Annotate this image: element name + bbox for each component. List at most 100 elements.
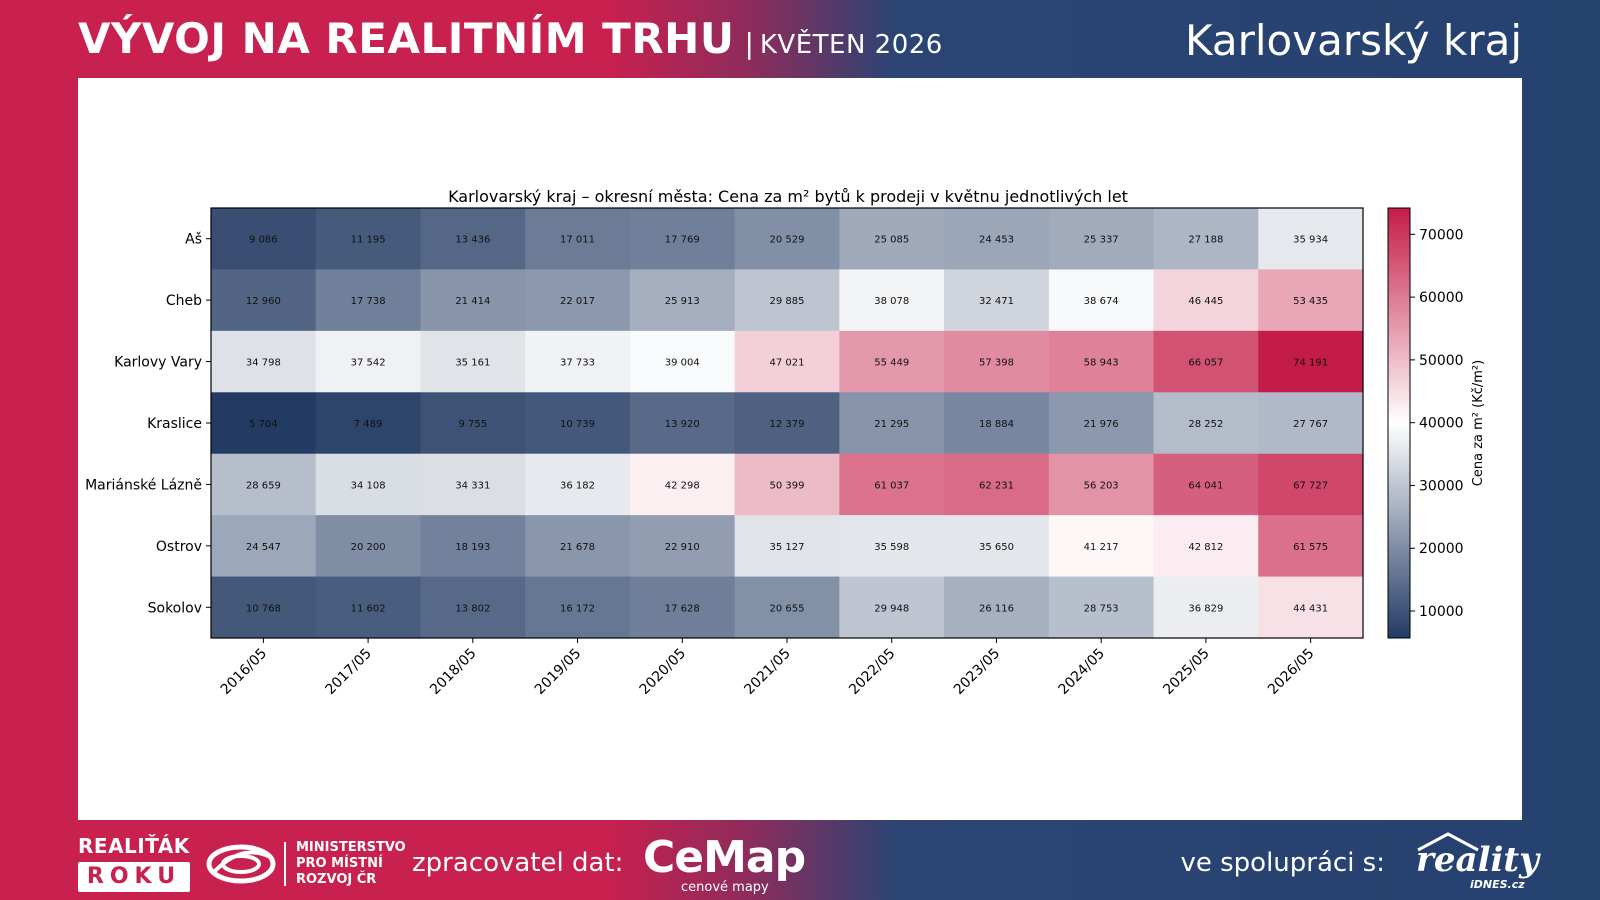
- cell-value-label: 53 435: [1293, 296, 1328, 307]
- heatmap-cell: [629, 392, 736, 455]
- heatmap-cell: [525, 515, 631, 578]
- colorbar: 10000 20000 30000 40000 50000 60000 70000: [1387, 207, 1464, 639]
- x-tick-label: 2023/05: [951, 646, 1003, 698]
- heatmap-cell: [211, 453, 317, 516]
- y-tick-label: Aš: [185, 232, 202, 248]
- cemap-logo-text: CeMap: [643, 832, 806, 883]
- cell-value-label: 18 193: [455, 542, 490, 553]
- chart-title: Karlovarský kraj – okresní města: Cena z…: [448, 187, 1128, 206]
- header-region: Karlovarský kraj: [1185, 16, 1522, 65]
- heatmap-cell: [211, 330, 317, 393]
- processor-label: zpracovatel dat:: [412, 848, 624, 878]
- cell-value-label: 37 733: [560, 358, 595, 369]
- header-separator: |: [744, 27, 754, 60]
- heatmap-cell: [944, 330, 1050, 393]
- heatmap-cell: [734, 576, 840, 639]
- x-axis: 2016/05 2017/05 2018/05 2019/05 2020/05 2021/…: [218, 638, 1317, 698]
- heatmap-cell: [1153, 392, 1259, 455]
- heatmap-cell: [420, 453, 526, 516]
- reality-roof-icon: [1417, 832, 1479, 852]
- heatmap-cell: [315, 515, 421, 578]
- heatmap-cell: [839, 208, 945, 270]
- heatmap-cell: [1153, 515, 1259, 578]
- cell-value-label: 25 913: [665, 296, 700, 307]
- cell-value-label: 29 948: [874, 603, 909, 614]
- cell-value-label: 9 086: [249, 235, 278, 246]
- y-tick-label: Sokolov: [148, 600, 202, 616]
- heatmap-cell: [525, 330, 631, 393]
- cemap-logo: CeMap cenové mapy: [643, 832, 813, 895]
- heatmap-cell: [1153, 453, 1259, 516]
- heatmap-cell: [839, 269, 945, 332]
- heatmap-cell: [315, 576, 421, 639]
- heatmap-cell: [315, 269, 421, 332]
- cell-value-label: 57 398: [979, 358, 1014, 369]
- cell-value-label: 25 337: [1084, 235, 1119, 246]
- cell-value-label: 44 431: [1293, 603, 1328, 614]
- colorbar-tick-label: 40000: [1419, 416, 1464, 432]
- heatmap-cell: [734, 330, 840, 393]
- cell-value-label: 34 108: [351, 480, 386, 491]
- colorbar-label: Cena za m² (Kč/m²): [1471, 360, 1486, 486]
- heatmap-cell: [1153, 208, 1259, 270]
- cell-value-label: 20 529: [770, 235, 805, 246]
- cell-value-label: 12 379: [770, 419, 805, 430]
- heatmap-cell: [1258, 515, 1364, 578]
- header-month: KVĚTEN 2026: [759, 30, 943, 60]
- heatmap-cell: [734, 208, 840, 270]
- ministry-logo-text: MINISTERSTVO PRO MÍSTNÍ ROZVOJ ČR: [296, 840, 406, 888]
- heatmap-cell: [839, 453, 945, 516]
- heatmap-cell: [839, 330, 945, 393]
- heatmap-cell: [1048, 576, 1155, 639]
- heatmap-cell: [944, 269, 1050, 332]
- heatmap-cell: [1258, 576, 1364, 639]
- heatmap-cell: [525, 269, 631, 332]
- heatmap-cell: [629, 576, 736, 639]
- cell-value-label: 27 188: [1188, 235, 1223, 246]
- heatmap-cell: [839, 576, 945, 639]
- cell-value-label: 17 628: [665, 603, 700, 614]
- heatmap-cell: [1048, 392, 1155, 455]
- heatmap-cell: [1153, 330, 1259, 393]
- cell-value-label: 25 085: [874, 235, 909, 246]
- cell-value-label: 35 934: [1293, 235, 1328, 246]
- heatmap-cell: [1048, 208, 1155, 270]
- cell-value-label: 20 655: [770, 603, 805, 614]
- cell-value-label: 20 200: [351, 542, 386, 553]
- heatmap-cell: [315, 330, 421, 393]
- cell-value-label: 27 767: [1293, 419, 1328, 430]
- colorbar-tick-label: 20000: [1419, 541, 1464, 557]
- cell-value-label: 56 203: [1084, 480, 1119, 491]
- colorbar-tick-label: 60000: [1419, 290, 1464, 306]
- colorbar-tick-label: 50000: [1419, 353, 1464, 369]
- heatmap-cell: [420, 269, 526, 332]
- colorbar-gradient: [1387, 207, 1411, 639]
- heatmap-cell: [629, 330, 736, 393]
- cell-value-label: 7 489: [354, 419, 383, 430]
- cell-value-label: 42 298: [665, 480, 700, 491]
- cell-value-label: 18 884: [979, 419, 1014, 430]
- ministry-emblem-icon: [206, 844, 276, 884]
- cell-value-label: 64 041: [1188, 480, 1223, 491]
- cell-value-label: 58 943: [1084, 358, 1119, 369]
- heatmap-cell: [315, 453, 421, 516]
- page-title: VÝVOJ NA REALITNÍM TRHU: [78, 14, 735, 63]
- cell-value-label: 29 885: [770, 296, 805, 307]
- cell-value-label: 35 161: [455, 358, 490, 369]
- cell-value-label: 46 445: [1188, 296, 1223, 307]
- cell-value-label: 61 037: [874, 480, 909, 491]
- heatmap-cell: [629, 453, 736, 516]
- y-tick-label: Mariánské Lázně: [85, 477, 202, 493]
- heatmap-cell: [1153, 269, 1259, 332]
- cell-value-label: 9 755: [458, 419, 487, 430]
- cell-value-label: 21 414: [455, 296, 490, 307]
- heatmap-cell: [734, 269, 840, 332]
- x-tick-label: 2026/05: [1265, 646, 1317, 698]
- heatmap-cell: [1258, 392, 1364, 455]
- heatmap-cell: [734, 515, 840, 578]
- realitak-logo-text: REALIŤÁK: [78, 834, 190, 858]
- cell-value-label: 36 829: [1188, 603, 1223, 614]
- heatmap-cell: [211, 208, 317, 270]
- cell-value-label: 61 575: [1293, 542, 1328, 553]
- cell-value-label: 35 127: [770, 542, 805, 553]
